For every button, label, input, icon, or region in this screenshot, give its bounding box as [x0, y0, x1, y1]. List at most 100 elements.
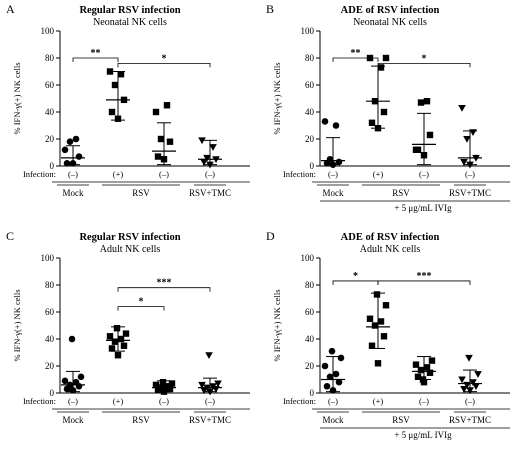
data-point [458, 376, 466, 384]
panel-title: ADE of RSV infection [341, 5, 440, 16]
data-point [72, 378, 80, 386]
y-tick-label: 20 [45, 361, 55, 371]
infection-state: (–) [465, 396, 475, 406]
series-1 [366, 291, 390, 367]
data-point [335, 158, 343, 166]
series-3 [458, 354, 482, 395]
data-point [106, 333, 114, 340]
infection-state: (–) [68, 396, 78, 406]
data-point [75, 153, 83, 160]
data-point [120, 96, 128, 104]
data-point [321, 362, 329, 370]
series-2 [152, 379, 176, 395]
data-point [61, 146, 69, 154]
data-point [160, 388, 168, 395]
data-point [469, 129, 477, 137]
infection-state: (–) [328, 396, 338, 406]
data-point [465, 354, 473, 362]
y-tick-label: 100 [301, 253, 315, 263]
data-point [463, 136, 471, 143]
data-point [212, 156, 220, 164]
infection-state: (–) [465, 169, 475, 179]
y-tick-label: 40 [305, 107, 315, 117]
infection-state: (+) [113, 396, 124, 406]
significance-label: * [162, 53, 167, 64]
series-2 [152, 102, 176, 166]
y-tick-label: 40 [45, 107, 55, 117]
data-point [423, 364, 431, 371]
data-point [466, 161, 474, 169]
y-tick-label: 60 [45, 80, 55, 90]
data-point [120, 342, 128, 349]
data-point [114, 115, 122, 122]
significance-bracket: *** [377, 271, 471, 285]
data-point [200, 158, 208, 166]
data-point [377, 318, 385, 325]
group-label: RSV [132, 415, 150, 425]
series-3 [198, 352, 222, 396]
panel-subtitle: Neonatal NK cells [93, 17, 167, 28]
data-point [152, 108, 160, 116]
data-point [371, 98, 379, 105]
group-label: RSV+TMC [449, 188, 491, 198]
y-tick-label: 60 [305, 80, 315, 90]
group-label: Mock [323, 188, 344, 198]
y-tick-label: 40 [45, 334, 55, 344]
data-point [472, 154, 480, 162]
significance-label: * [422, 53, 427, 64]
y-axis-label: % IFN-γ(+) NK cells [12, 62, 22, 134]
group-label: Mock [63, 188, 84, 198]
y-tick-label: 0 [50, 388, 55, 398]
data-point [198, 381, 206, 389]
panel-title: Regular RSV infection [79, 232, 180, 243]
bracket-line [72, 57, 119, 62]
group-label: Mock [63, 415, 84, 425]
data-point [117, 335, 125, 343]
data-point [114, 352, 122, 359]
y-tick-label: 0 [310, 388, 315, 398]
data-point [382, 54, 390, 62]
bracket-line [332, 57, 379, 62]
data-point [463, 381, 471, 389]
data-point [168, 380, 176, 387]
data-point [460, 158, 468, 166]
y-tick-label: 100 [41, 253, 55, 263]
data-point [368, 119, 376, 126]
data-point [458, 104, 466, 112]
data-point [380, 108, 388, 116]
y-tick-label: 100 [41, 26, 55, 36]
y-tick-label: 0 [310, 161, 315, 171]
bracket-line [117, 63, 211, 68]
data-point [157, 384, 165, 391]
significance-label: * [139, 297, 144, 308]
series-0 [321, 118, 345, 168]
data-point [163, 102, 171, 109]
data-point [377, 64, 385, 71]
infection-label: Infection: [23, 169, 56, 179]
data-point [332, 370, 340, 378]
series-0 [321, 347, 345, 394]
data-point [160, 156, 168, 163]
data-point [374, 360, 382, 367]
data-point [61, 377, 69, 385]
data-point [466, 387, 474, 395]
data-point [163, 383, 171, 390]
data-point [472, 383, 480, 391]
data-point [380, 333, 388, 340]
data-point [332, 122, 340, 129]
significance-bracket: * [332, 271, 379, 285]
footer-label: + 5 μg/mL IVIg [394, 430, 452, 440]
data-point [69, 160, 77, 167]
series-1 [106, 325, 130, 359]
y-tick-label: 60 [305, 307, 315, 317]
infection-state: (+) [373, 169, 384, 179]
y-tick-label: 80 [305, 53, 315, 63]
bracket-line [377, 280, 471, 285]
data-point [117, 71, 125, 78]
group-label: RSV+TMC [189, 188, 231, 198]
panel-letter: C [6, 229, 14, 243]
y-axis-label: % IFN-γ(+) NK cells [272, 62, 282, 134]
panel-subtitle: Neonatal NK cells [353, 17, 427, 28]
data-point [323, 382, 331, 390]
